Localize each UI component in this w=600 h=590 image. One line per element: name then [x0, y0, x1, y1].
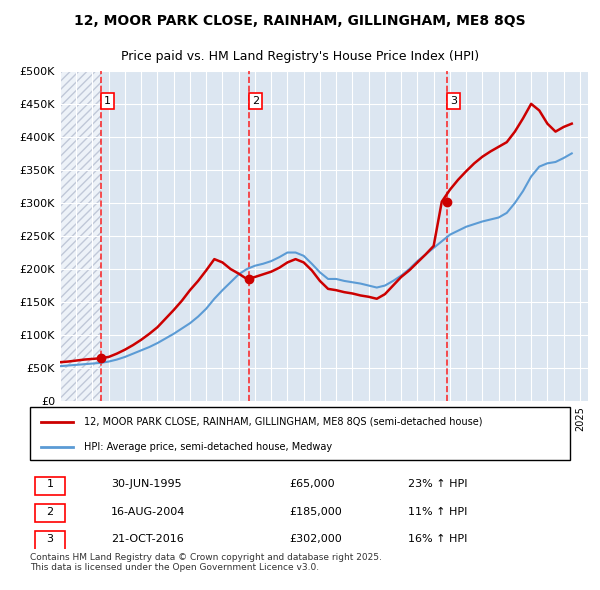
Text: 2: 2 — [252, 96, 259, 106]
12, MOOR PARK CLOSE, RAINHAM, GILLINGHAM, ME8 8QS (semi-detached house) — [382, 291, 389, 298]
Text: £302,000: £302,000 — [289, 534, 342, 544]
Text: 3: 3 — [46, 534, 53, 544]
HPI: Average price, semi-detached house, Medway: (2.02e+03, 3.75e+05): Average price, semi-detached house, Medw… — [568, 150, 575, 157]
Bar — [60, 71, 101, 401]
Text: 16-AUG-2004: 16-AUG-2004 — [111, 507, 185, 516]
Text: £185,000: £185,000 — [289, 507, 342, 516]
12, MOOR PARK CLOSE, RAINHAM, GILLINGHAM, ME8 8QS (semi-detached house) — [568, 120, 575, 127]
12, MOOR PARK CLOSE, RAINHAM, GILLINGHAM, ME8 8QS (semi-detached house) — [341, 289, 348, 296]
Bar — [60, 71, 101, 401]
HPI: Average price, semi-detached house, Medway: (2.01e+03, 1.75e+05): Average price, semi-detached house, Medw… — [382, 282, 389, 289]
Text: 3: 3 — [450, 96, 457, 106]
12, MOOR PARK CLOSE, RAINHAM, GILLINGHAM, ME8 8QS (semi-detached house) — [268, 268, 275, 275]
Text: 1: 1 — [104, 96, 111, 106]
Text: 16% ↑ HPI: 16% ↑ HPI — [408, 534, 467, 544]
HPI: Average price, semi-detached house, Medway: (2.01e+03, 2.08e+05): Average price, semi-detached house, Medw… — [308, 260, 316, 267]
12, MOOR PARK CLOSE, RAINHAM, GILLINGHAM, ME8 8QS (semi-detached house) — [121, 346, 128, 353]
Line: 12, MOOR PARK CLOSE, RAINHAM, GILLINGHAM, ME8 8QS (semi-detached house): 12, MOOR PARK CLOSE, RAINHAM, GILLINGHAM… — [60, 104, 572, 362]
Text: 21-OCT-2016: 21-OCT-2016 — [111, 534, 184, 544]
12, MOOR PARK CLOSE, RAINHAM, GILLINGHAM, ME8 8QS (semi-detached house) — [527, 100, 535, 107]
FancyBboxPatch shape — [35, 477, 65, 495]
12, MOOR PARK CLOSE, RAINHAM, GILLINGHAM, ME8 8QS (semi-detached house) — [56, 359, 64, 366]
Line: HPI: Average price, semi-detached house, Medway: HPI: Average price, semi-detached house,… — [60, 153, 572, 366]
12, MOOR PARK CLOSE, RAINHAM, GILLINGHAM, ME8 8QS (semi-detached house) — [389, 282, 397, 289]
Text: HPI: Average price, semi-detached house, Medway: HPI: Average price, semi-detached house,… — [84, 442, 332, 452]
Text: Contains HM Land Registry data © Crown copyright and database right 2025.
This d: Contains HM Land Registry data © Crown c… — [30, 553, 382, 572]
Text: Price paid vs. HM Land Registry's House Price Index (HPI): Price paid vs. HM Land Registry's House … — [121, 50, 479, 63]
Text: 30-JUN-1995: 30-JUN-1995 — [111, 479, 182, 489]
FancyBboxPatch shape — [30, 407, 570, 460]
HPI: Average price, semi-detached house, Medway: (2e+03, 6.7e+04): Average price, semi-detached house, Medw… — [121, 353, 128, 360]
FancyBboxPatch shape — [35, 532, 65, 549]
Text: 12, MOOR PARK CLOSE, RAINHAM, GILLINGHAM, ME8 8QS (semi-detached house): 12, MOOR PARK CLOSE, RAINHAM, GILLINGHAM… — [84, 417, 482, 427]
Text: 11% ↑ HPI: 11% ↑ HPI — [408, 507, 467, 516]
HPI: Average price, semi-detached house, Medway: (1.99e+03, 5.3e+04): Average price, semi-detached house, Medw… — [56, 363, 64, 370]
HPI: Average price, semi-detached house, Medway: (2.01e+03, 1.82e+05): Average price, semi-detached house, Medw… — [341, 277, 348, 284]
12, MOOR PARK CLOSE, RAINHAM, GILLINGHAM, ME8 8QS (semi-detached house) — [308, 267, 316, 274]
Text: 23% ↑ HPI: 23% ↑ HPI — [408, 479, 467, 489]
HPI: Average price, semi-detached house, Medway: (2.01e+03, 2.12e+05): Average price, semi-detached house, Medw… — [268, 258, 275, 265]
Text: 1: 1 — [46, 479, 53, 489]
Text: £65,000: £65,000 — [289, 479, 335, 489]
Text: 2: 2 — [46, 507, 53, 516]
FancyBboxPatch shape — [35, 504, 65, 522]
Text: 12, MOOR PARK CLOSE, RAINHAM, GILLINGHAM, ME8 8QS: 12, MOOR PARK CLOSE, RAINHAM, GILLINGHAM… — [74, 14, 526, 28]
HPI: Average price, semi-detached house, Medway: (2.01e+03, 1.82e+05): Average price, semi-detached house, Medw… — [389, 277, 397, 284]
